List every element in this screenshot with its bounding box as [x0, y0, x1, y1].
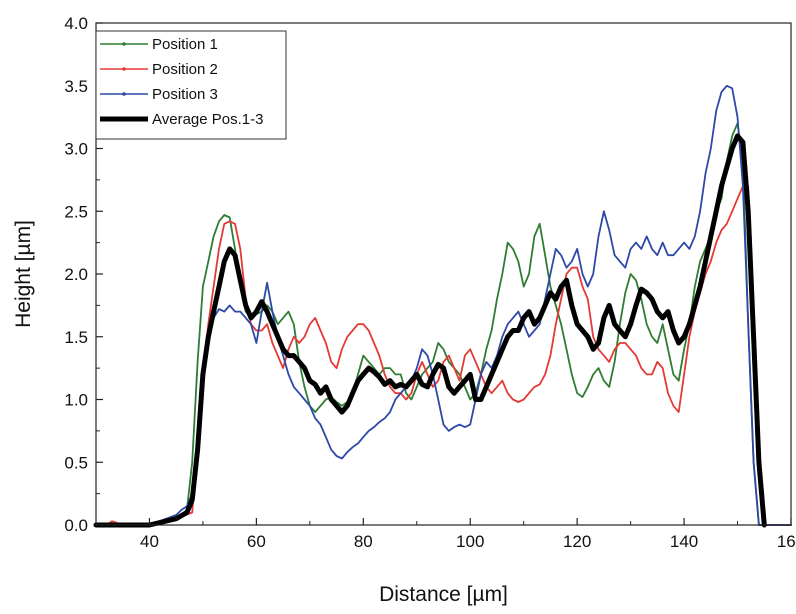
legend-label-position-2: Position 2: [152, 61, 218, 78]
y-tick-label: 3.0: [64, 140, 88, 159]
legend: Position 1 Position 2 Position 3 Average Po…: [95, 30, 287, 140]
legend-label-position-3: Position 3: [152, 86, 218, 103]
legend-label-average-pos-1-3: Average Pos.1-3: [152, 111, 263, 128]
series-line-position-2: [95, 185, 792, 526]
y-tick-label: 2.5: [64, 202, 88, 221]
ticks-layer: 40 60 80 100 120 140 160 0.0 0.5 1.0 1.5 2.0 2.5 3.0 3…: [64, 14, 796, 551]
x-tick-label: 60: [247, 532, 266, 551]
x-tick-label: 100: [456, 532, 484, 551]
x-tick-label: 80: [354, 532, 373, 551]
x-tick-label: 160: [777, 532, 796, 551]
legend-marker-position-2: [122, 67, 126, 71]
y-tick-label: 4.0: [64, 14, 88, 33]
x-axis-title: Distance [µm]: [379, 583, 508, 606]
x-tick-label: 40: [140, 532, 159, 551]
legend-label-position-1: Position 1: [152, 36, 218, 53]
x-tick-label: 140: [670, 532, 698, 551]
series-layer: [93, 84, 792, 528]
y-tick-label: 1.0: [64, 391, 88, 410]
series-line-average-pos-1-3: [93, 133, 767, 528]
y-tick-label: 3.5: [64, 77, 88, 96]
y-tick-label: 0.0: [64, 516, 88, 535]
legend-marker-position-1: [122, 42, 126, 46]
series-line-position-1: [95, 122, 792, 526]
legend-marker-position-3: [122, 92, 126, 96]
y-tick-label: 0.5: [64, 453, 88, 472]
series-line-position-3: [95, 84, 792, 526]
y-axis-title: Height [µm]: [12, 220, 35, 328]
x-tick-label: 120: [563, 532, 591, 551]
y-tick-label: 1.5: [64, 328, 88, 347]
y-tick-label: 2.0: [64, 265, 88, 284]
